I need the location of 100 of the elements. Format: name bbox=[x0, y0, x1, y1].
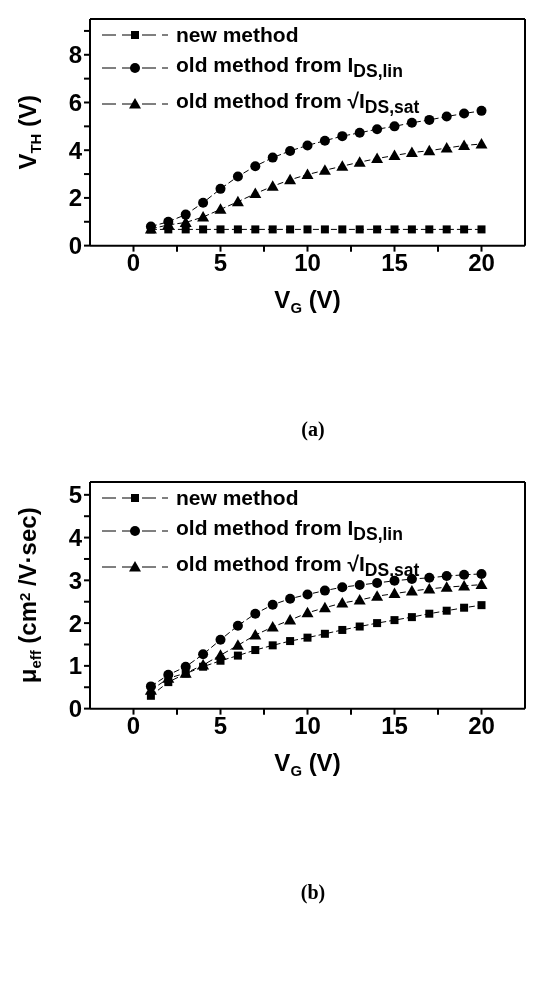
point bbox=[355, 622, 364, 631]
x-tick-label: 15 bbox=[381, 248, 408, 276]
point bbox=[302, 140, 313, 151]
point bbox=[476, 568, 487, 579]
point bbox=[199, 225, 208, 234]
point bbox=[405, 146, 418, 158]
point bbox=[337, 131, 348, 142]
point bbox=[389, 121, 400, 132]
point bbox=[390, 616, 399, 625]
point bbox=[301, 168, 314, 180]
point bbox=[424, 572, 435, 583]
point bbox=[337, 582, 348, 593]
point bbox=[458, 579, 471, 591]
point bbox=[441, 571, 452, 582]
point bbox=[336, 160, 349, 171]
point bbox=[214, 203, 227, 214]
point bbox=[216, 225, 225, 234]
point bbox=[477, 225, 486, 234]
point bbox=[372, 124, 383, 135]
legend-label: old method from I$_{DS,lin}$ bbox=[176, 515, 403, 547]
point bbox=[405, 585, 418, 596]
legend-label: old method from I$_{DS,lin}$ bbox=[176, 52, 403, 84]
y-tick-label: 5 bbox=[68, 481, 82, 509]
text: (a) bbox=[300, 418, 326, 441]
point bbox=[458, 139, 471, 150]
point bbox=[198, 649, 209, 660]
x-tick-label: 10 bbox=[294, 711, 321, 739]
point bbox=[424, 114, 435, 125]
point bbox=[336, 597, 349, 608]
point bbox=[231, 195, 244, 207]
x-tick-label: 15 bbox=[381, 711, 408, 739]
point bbox=[233, 651, 242, 660]
point bbox=[251, 646, 260, 655]
point bbox=[407, 613, 416, 622]
point bbox=[460, 603, 469, 612]
point bbox=[268, 225, 277, 234]
x-tick-label: 20 bbox=[468, 248, 495, 276]
x-tick-label: 0 bbox=[126, 248, 141, 276]
point bbox=[442, 606, 451, 615]
point bbox=[423, 144, 436, 156]
point bbox=[353, 594, 366, 605]
point bbox=[286, 225, 295, 234]
point bbox=[338, 625, 347, 634]
point bbox=[284, 614, 297, 625]
point bbox=[267, 152, 278, 163]
point bbox=[198, 197, 209, 208]
x-tick-label: 0 bbox=[126, 711, 141, 739]
point bbox=[459, 569, 470, 580]
point bbox=[303, 225, 312, 234]
point bbox=[354, 580, 365, 591]
point bbox=[459, 108, 470, 119]
point bbox=[388, 149, 401, 160]
point bbox=[373, 225, 382, 234]
point bbox=[460, 225, 469, 234]
point bbox=[425, 609, 434, 618]
point bbox=[406, 117, 417, 128]
point bbox=[475, 138, 488, 149]
legend-label: old method from √I$_{DS,sat}$ bbox=[176, 551, 420, 583]
point bbox=[215, 183, 226, 194]
point bbox=[249, 187, 262, 199]
point bbox=[373, 619, 382, 628]
point bbox=[440, 142, 453, 153]
point bbox=[388, 587, 401, 599]
point bbox=[266, 180, 279, 191]
y-tick-label: 8 bbox=[68, 41, 82, 69]
point bbox=[233, 225, 242, 234]
point bbox=[423, 582, 436, 594]
point bbox=[371, 152, 384, 164]
point bbox=[232, 171, 243, 182]
x-axis-title: V$_{G}$ (V) bbox=[274, 285, 341, 316]
point bbox=[407, 225, 416, 234]
point bbox=[215, 634, 226, 645]
point bbox=[266, 620, 279, 632]
y-tick-label: 2 bbox=[68, 184, 82, 212]
point bbox=[390, 225, 399, 234]
point bbox=[476, 105, 487, 116]
point bbox=[320, 629, 329, 638]
point bbox=[302, 589, 313, 600]
point bbox=[319, 135, 330, 146]
x-tick-label: 5 bbox=[213, 248, 228, 276]
y-tick-label: 6 bbox=[68, 89, 82, 117]
legend-label: new method bbox=[176, 22, 299, 48]
point bbox=[425, 225, 434, 234]
point bbox=[249, 629, 262, 640]
point bbox=[303, 633, 312, 642]
text: (b) bbox=[299, 881, 327, 904]
point bbox=[319, 585, 330, 596]
point bbox=[354, 127, 365, 138]
y-tick-label: 2 bbox=[68, 609, 82, 637]
point bbox=[197, 211, 210, 222]
point bbox=[250, 161, 261, 172]
point bbox=[180, 209, 191, 220]
x-tick-label: 5 bbox=[213, 711, 228, 739]
legend-label: new method bbox=[176, 485, 299, 511]
point bbox=[440, 581, 453, 592]
point bbox=[355, 225, 364, 234]
point bbox=[286, 637, 295, 646]
point bbox=[285, 593, 296, 604]
x-tick-label: 20 bbox=[468, 711, 495, 739]
point bbox=[441, 111, 452, 122]
